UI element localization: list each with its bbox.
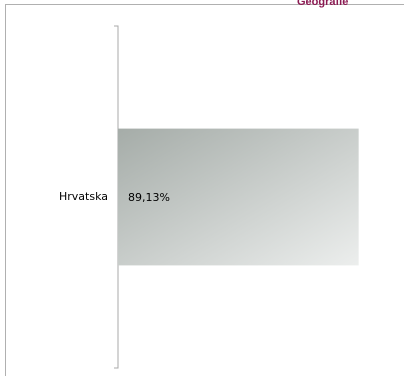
bars xyxy=(118,128,359,266)
y-axis-line xyxy=(114,25,119,369)
bar-value-label: 89,13% xyxy=(128,191,170,204)
labels: Hrvatska 89,13% xyxy=(59,190,170,204)
category-label: Hrvatska xyxy=(59,190,108,203)
chart-header: Geografie xyxy=(297,0,349,8)
bar-hrvatska xyxy=(118,128,359,266)
y-axis xyxy=(114,25,119,369)
